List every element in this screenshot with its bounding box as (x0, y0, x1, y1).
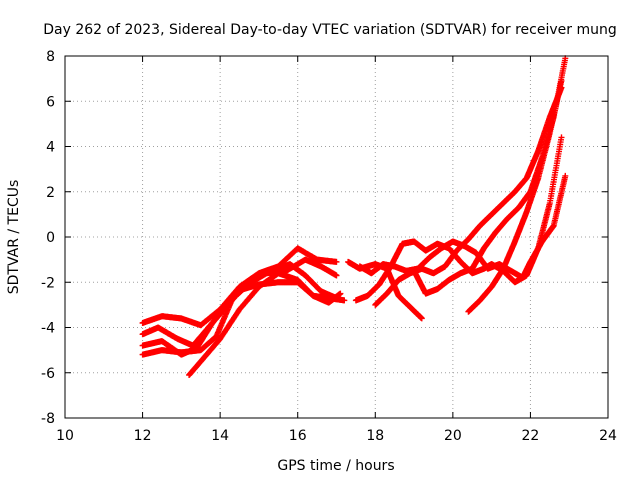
data-point (333, 272, 340, 279)
data-point (558, 134, 565, 141)
y-tick-label: -8 (41, 411, 55, 427)
y-tick-label: -6 (41, 366, 55, 382)
data-point (418, 315, 425, 322)
data-point (333, 258, 340, 265)
y-tick-label: 4 (46, 140, 55, 156)
y-tick-label: -4 (41, 321, 55, 337)
y-tick-label: 0 (46, 230, 55, 246)
x-tick-label: 18 (366, 428, 384, 444)
data-point (341, 297, 348, 304)
y-tick-label: 2 (46, 185, 55, 201)
x-tick-label: 22 (522, 428, 540, 444)
series-track-1 (139, 245, 340, 329)
x-axis-label: GPS time / hours (277, 458, 394, 474)
y-tick-label: 8 (46, 49, 55, 65)
chart-title: Day 262 of 2023, Sidereal Day-to-day VTE… (43, 22, 617, 38)
data-point (562, 172, 569, 179)
series-track-10 (411, 55, 569, 297)
y-tick-label: 6 (46, 94, 55, 110)
series-track-2 (139, 256, 340, 349)
grid (65, 56, 608, 418)
x-tick-label: 20 (444, 428, 462, 444)
x-tick-label: 16 (289, 428, 307, 444)
data-point (337, 290, 344, 297)
data-points (139, 55, 569, 378)
x-tick-label: 12 (134, 428, 152, 444)
x-tick-label: 14 (211, 428, 229, 444)
series-track-9 (372, 84, 565, 308)
y-tick-label: -2 (41, 275, 55, 291)
plot-frame (64, 55, 609, 419)
data-point (558, 77, 565, 84)
series-track-5 (186, 270, 344, 378)
series-track-11 (465, 77, 565, 315)
series-track-6 (345, 258, 425, 322)
x-tick-label: 24 (599, 428, 617, 444)
series-track-4 (139, 261, 340, 358)
y-axis-label: SDTVAR / TECUs (6, 180, 22, 295)
x-tick-label: 10 (56, 428, 74, 444)
